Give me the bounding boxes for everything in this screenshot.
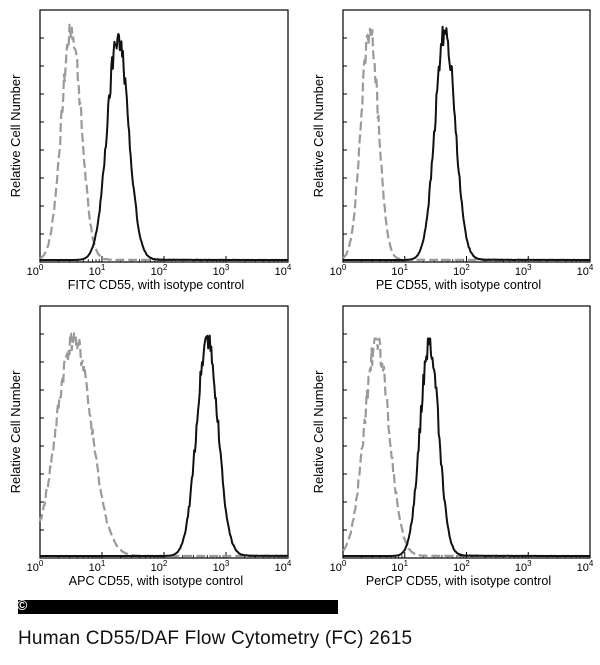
x-axis-label: FITC CD55, with isotype control: [68, 278, 244, 292]
x-tick-label: 101: [89, 559, 106, 574]
x-tick-label: 104: [577, 559, 594, 574]
figure-caption: Human CD55/DAF Flow Cytometry (FC) 2615: [18, 628, 413, 649]
x-tick-label: 100: [330, 263, 347, 278]
histogram-panel-top-left: 100 101 102 103 104 Relative Cell Number FITC …: [8, 9, 292, 292]
x-tick-label: 100: [27, 263, 44, 278]
sample-curve: [39, 33, 289, 261]
x-tick-label: 103: [515, 263, 532, 278]
x-tick-label: 100: [330, 559, 347, 574]
sample-curve: [39, 334, 289, 557]
plot-frame: [342, 9, 591, 263]
sample-curve: [342, 25, 591, 261]
x-tick-label: 103: [213, 263, 230, 278]
histogram-panel-bottom-right: 100 101 102 103 104 Relative Cell Number PerCP…: [311, 305, 594, 588]
x-tick-label: 104: [275, 559, 292, 574]
x-tick-label: 102: [151, 263, 168, 278]
copyright-symbol: ©: [17, 597, 28, 613]
histogram-panel-top-right: 100 101 102 103 104 Relative Cell Number PE CD…: [311, 9, 594, 292]
x-tick-label: 101: [391, 263, 408, 278]
isotype-control-curve: [39, 23, 289, 262]
isotype-control-curve: [342, 27, 591, 262]
x-tick-label: 100: [27, 559, 44, 574]
x-tick-label: 102: [453, 559, 470, 574]
y-axis-label: Relative Cell Number: [8, 370, 23, 493]
x-tick-label: 101: [391, 559, 408, 574]
y-axis-label: Relative Cell Number: [8, 74, 23, 197]
x-tick-label: 102: [151, 559, 168, 574]
y-axis-label: Relative Cell Number: [311, 74, 326, 197]
x-tick-label: 101: [89, 263, 106, 278]
x-axis-label: PerCP CD55, with isotype control: [366, 574, 551, 588]
isotype-control-curve: [38, 332, 289, 558]
plot-frame: [39, 9, 289, 263]
x-axis-label: PE CD55, with isotype control: [376, 278, 541, 292]
x-tick-label: 102: [453, 263, 470, 278]
isotype-control-curve: [342, 337, 591, 558]
y-axis-label: Relative Cell Number: [311, 370, 326, 493]
histogram-panel-bottom-left: 100 101 102 103 104 Relative Cell Number APC C…: [8, 305, 292, 588]
x-tick-label: 103: [515, 559, 532, 574]
sample-curve: [342, 337, 591, 557]
x-axis-label: APC CD55, with isotype control: [69, 574, 243, 588]
x-tick-label: 104: [275, 263, 292, 278]
x-tick-label: 104: [577, 263, 594, 278]
redacted-copyright-bar: [18, 600, 338, 614]
x-tick-label: 103: [213, 559, 230, 574]
